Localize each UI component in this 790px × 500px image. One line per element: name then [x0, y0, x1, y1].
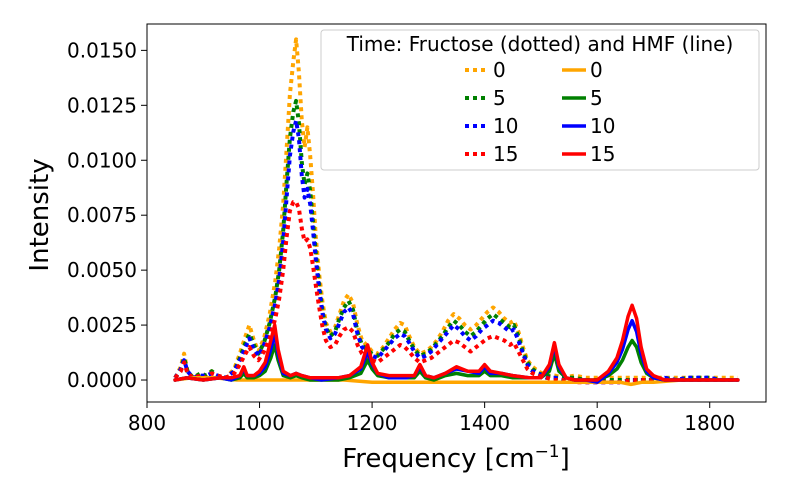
x-axis-label-superscript: −1 — [535, 442, 560, 462]
y-tick-label: 0.0050 — [67, 258, 137, 282]
y-axis: 0.0000 0.0025 0.0050 0.0075 0.0100 0.0125 0.01… — [67, 38, 147, 392]
x-tick-label: 1000 — [234, 411, 285, 435]
hmf-series-0 — [173, 376, 740, 387]
plot-frame — [146, 23, 767, 403]
legend-label-fructose-15: 15 — [493, 142, 518, 166]
x-tick-label: 1400 — [459, 411, 510, 435]
legend-label-fructose-0: 0 — [493, 58, 506, 82]
x-axis: 800 1000 1200 1400 1600 1800 — [128, 402, 735, 435]
hmf-series-5 — [173, 338, 740, 382]
y-tick-label: 0.0125 — [67, 93, 137, 117]
legend-label-hmf-5: 5 — [590, 86, 603, 110]
x-tick-label: 800 — [128, 411, 166, 435]
legend-frame — [320, 29, 760, 171]
y-tick-label: 0.0100 — [67, 148, 137, 172]
legend-title: Time: Fructose (dotted) and HMF (line) — [346, 32, 734, 56]
series-layer — [173, 37, 740, 387]
fructose-series-10 — [173, 118, 738, 385]
x-tick-label: 1800 — [684, 411, 735, 435]
x-tick-label: 1600 — [572, 411, 623, 435]
y-tick-label: 0.0075 — [67, 203, 137, 227]
legend-label-fructose-10: 10 — [493, 114, 518, 138]
x-axis-label: Frequency [cm−1] — [342, 442, 570, 474]
y-axis-label: Intensity — [25, 158, 55, 271]
y-tick-label: 0.0025 — [67, 313, 137, 337]
legend-label-hmf-15: 15 — [590, 142, 615, 166]
y-tick-label: 0.0000 — [67, 368, 137, 392]
legend: Time: Fructose (dotted) and HMF (line) 0… — [320, 29, 760, 171]
legend-label-hmf-10: 10 — [590, 114, 615, 138]
x-axis-label-tail: ] — [560, 444, 570, 474]
legend-label-fructose-5: 5 — [493, 86, 506, 110]
y-tick-label: 0.0150 — [67, 38, 137, 62]
legend-entries: 0 5 10 15 0 5 10 15 — [465, 58, 615, 166]
fructose-series-5 — [173, 98, 738, 382]
hmf-series-15 — [173, 303, 740, 382]
fructose-series-15 — [173, 200, 738, 385]
legend-label-hmf-0: 0 — [590, 58, 603, 82]
x-tick-label: 1200 — [347, 411, 398, 435]
